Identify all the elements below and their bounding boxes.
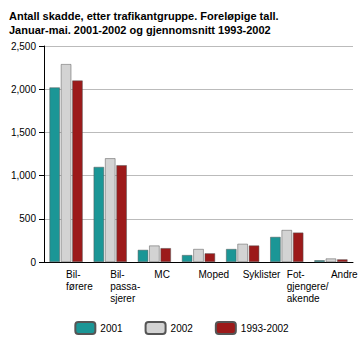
- svg-text:sjerer: sjerer: [110, 293, 136, 304]
- svg-text:Moped: Moped: [199, 269, 230, 280]
- svg-text:passa-: passa-: [110, 281, 140, 292]
- svg-text:Fot-: Fot-: [287, 269, 305, 280]
- svg-text:Antall skadde, etter trafikant: Antall skadde, etter trafikantgruppe. Fo…: [9, 10, 279, 22]
- svg-text:0: 0: [30, 257, 36, 268]
- svg-text:Bil-: Bil-: [110, 269, 124, 280]
- svg-text:500: 500: [19, 213, 36, 224]
- svg-text:2,500: 2,500: [11, 41, 36, 52]
- svg-text:1,000: 1,000: [11, 170, 36, 181]
- svg-text:1993-2002: 1993-2002: [241, 323, 289, 334]
- svg-text:2001: 2001: [100, 323, 123, 334]
- svg-text:akende: akende: [287, 293, 320, 304]
- svg-text:Andre: Andre: [331, 269, 358, 280]
- svg-text:Januar-mai. 2001-2002 og gjenn: Januar-mai. 2001-2002 og gjennomsnitt 19…: [9, 24, 271, 36]
- svg-text:2,000: 2,000: [11, 84, 36, 95]
- svg-text:Bil-: Bil-: [66, 269, 80, 280]
- svg-text:2002: 2002: [171, 323, 194, 334]
- svg-text:MC: MC: [154, 269, 170, 280]
- svg-text:gjengere/: gjengere/: [287, 281, 329, 292]
- svg-text:1,500: 1,500: [11, 127, 36, 138]
- svg-text:førere: førere: [66, 281, 93, 292]
- svg-text:Syklister: Syklister: [243, 269, 281, 280]
